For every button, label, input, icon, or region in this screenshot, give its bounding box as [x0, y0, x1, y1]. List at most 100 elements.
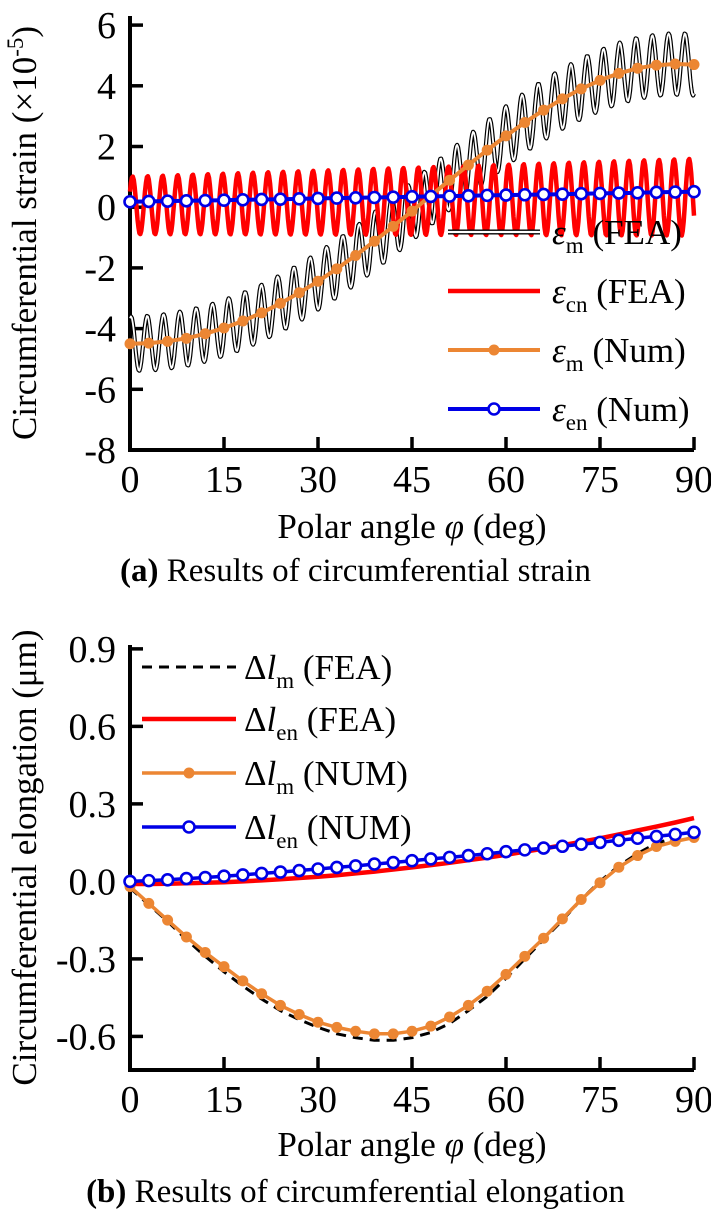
data-point-marker — [538, 104, 550, 116]
data-point-marker — [500, 968, 512, 980]
data-point-marker — [649, 829, 664, 844]
data-point-marker — [387, 1028, 399, 1040]
data-point-marker — [555, 187, 570, 201]
y-tick-label: -2 — [84, 248, 116, 290]
data-point-marker — [256, 307, 268, 319]
data-point-marker — [481, 144, 493, 156]
data-point-marker — [237, 975, 249, 987]
data-point-marker — [649, 185, 664, 200]
x-tick-label: 30 — [299, 459, 337, 501]
data-point-marker — [143, 337, 155, 349]
data-point-marker — [499, 188, 513, 202]
legend-label: Δlen (NUM) — [244, 808, 412, 853]
data-point-marker — [611, 186, 626, 200]
chart-a-caption-label: (a) — [119, 553, 159, 589]
data-point-marker — [593, 835, 607, 850]
data-point-marker — [632, 850, 644, 862]
data-point-marker — [311, 862, 325, 876]
data-point-marker — [143, 897, 155, 909]
data-point-marker — [650, 59, 662, 71]
data-point-marker — [142, 194, 156, 209]
data-point-marker — [536, 187, 551, 202]
data-point-marker — [331, 1021, 343, 1033]
data-point-marker — [329, 860, 344, 875]
data-point-marker — [387, 220, 399, 232]
legend-label: εm (Num) — [552, 331, 686, 376]
data-point-marker — [687, 825, 701, 840]
data-point-marker — [594, 74, 606, 86]
data-point-marker — [444, 174, 456, 186]
data-point-marker — [444, 1011, 456, 1023]
data-point-marker — [162, 914, 174, 926]
legend-label: εm (FEA) — [552, 213, 682, 258]
data-point-marker — [368, 235, 380, 247]
data-point-marker — [350, 1025, 362, 1037]
data-point-marker — [517, 187, 532, 202]
data-point-marker — [593, 186, 607, 201]
y-tick-label: 2 — [97, 127, 116, 169]
data-point-marker — [123, 194, 137, 209]
data-point-marker — [183, 767, 195, 779]
data-point-marker — [274, 297, 286, 309]
data-point-marker — [160, 873, 175, 887]
data-point-marker — [179, 194, 194, 208]
series-eps_en_Num — [123, 184, 701, 209]
y-axis: 0.9 0.6 0.3 0.0 -0.3 -0.6 — [56, 629, 143, 1058]
data-point-marker — [236, 192, 250, 207]
chart-a-caption: (a) Results of circumferential strain — [0, 548, 711, 594]
data-point-marker — [538, 932, 550, 944]
data-point-marker — [406, 1025, 418, 1037]
data-point-marker — [236, 868, 250, 882]
data-point-marker — [123, 874, 137, 889]
data-point-marker — [488, 344, 500, 356]
data-point-marker — [442, 850, 457, 865]
data-point-marker — [519, 117, 531, 129]
data-point-marker — [142, 873, 156, 888]
series-eps_cn_FEA — [127, 156, 697, 238]
x-axis-title: Polar angle φ (deg) — [277, 507, 546, 546]
data-point-marker — [292, 863, 307, 878]
legend: Δlm (FEA) Δlen (FEA) Δlm (NUM) Δlen (NUM) — [142, 648, 412, 853]
data-point-marker — [405, 189, 419, 204]
data-point-marker — [574, 837, 589, 851]
data-point-marker — [461, 848, 476, 863]
data-point-marker — [481, 985, 493, 997]
legend-label: Δlen (FEA) — [244, 700, 396, 745]
data-point-marker — [423, 852, 438, 866]
data-point-marker — [613, 67, 625, 79]
data-point-marker — [218, 322, 230, 334]
x-tick-label: 30 — [299, 1079, 337, 1121]
data-point-marker — [199, 328, 211, 340]
data-point-marker — [217, 869, 231, 884]
data-point-marker — [386, 855, 401, 870]
data-point-marker — [292, 192, 307, 206]
y-tick-label: 0 — [97, 187, 116, 229]
x-tick-label: 60 — [487, 459, 525, 501]
data-point-marker — [630, 185, 645, 200]
data-point-marker — [350, 249, 362, 261]
data-point-marker — [556, 93, 568, 105]
data-point-marker — [669, 58, 681, 70]
data-point-marker — [180, 931, 192, 943]
legend-label: εcn (FEA) — [552, 272, 686, 317]
y-tick-label: -0.3 — [56, 939, 116, 981]
data-point-marker — [575, 893, 587, 905]
data-point-marker — [162, 335, 174, 347]
y-axis-title: Circumferential elongation (μm) — [5, 629, 44, 1085]
data-point-marker — [574, 186, 589, 201]
x-tick-label: 90 — [675, 459, 711, 501]
data-point-marker — [198, 193, 212, 208]
data-point-marker — [630, 831, 645, 846]
data-point-marker — [160, 194, 175, 208]
data-point-marker — [254, 192, 269, 207]
x-tick-label: 45 — [393, 1079, 431, 1121]
chart-b-caption-label: (b) — [86, 1174, 127, 1210]
data-point-marker — [423, 189, 438, 204]
data-point-marker — [406, 205, 418, 217]
data-point-marker — [688, 59, 700, 71]
y-tick-label: 4 — [97, 66, 116, 108]
chart-b-caption: (b) Results of circumferential elongatio… — [0, 1169, 711, 1215]
data-point-marker — [386, 190, 401, 204]
data-point-marker — [182, 820, 196, 834]
